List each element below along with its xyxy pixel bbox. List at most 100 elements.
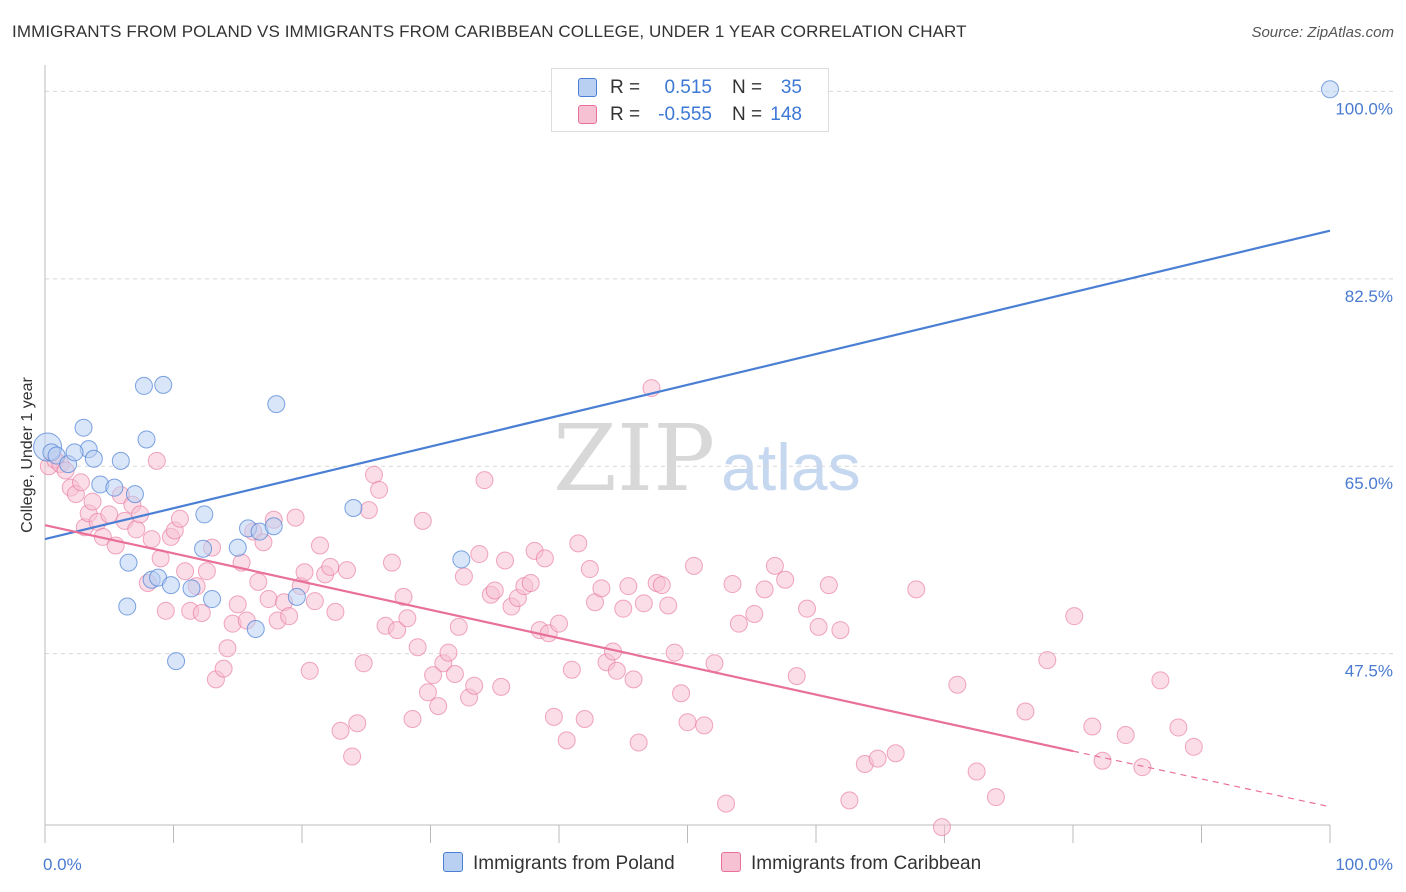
caribbean-point bbox=[326, 602, 345, 621]
caribbean-point bbox=[695, 716, 714, 735]
poland-point bbox=[118, 597, 137, 616]
caribbean-point bbox=[948, 675, 967, 694]
poland-point bbox=[203, 590, 222, 609]
correlation-legend: R = 0.515 N = 35 R = -0.555 N = 148 bbox=[551, 68, 829, 132]
caribbean-point bbox=[127, 520, 146, 539]
caribbean-point bbox=[684, 556, 703, 575]
caribbean-point bbox=[470, 545, 489, 564]
caribbean-point bbox=[388, 621, 407, 640]
poland-point bbox=[119, 553, 138, 572]
caribbean-point bbox=[557, 731, 576, 750]
poland-point bbox=[246, 620, 265, 639]
caribbean-point bbox=[305, 592, 324, 611]
caribbean-point bbox=[1133, 758, 1152, 777]
chart-title: IMMIGRANTS FROM POLAND VS IMMIGRANTS FRO… bbox=[12, 22, 967, 41]
caribbean-point bbox=[1083, 717, 1102, 736]
poland-point bbox=[228, 538, 247, 557]
poland-point bbox=[134, 376, 153, 395]
caribbean-point bbox=[614, 599, 633, 618]
caribbean-point bbox=[331, 721, 350, 740]
legend-item-caribbean[interactable]: Immigrants from Caribbean bbox=[721, 852, 981, 875]
poland-point bbox=[74, 418, 93, 437]
caribbean-point bbox=[672, 684, 691, 703]
caribbean-point bbox=[1116, 726, 1135, 745]
caribbean-point bbox=[280, 607, 299, 626]
y-tick-label: 100.0% bbox=[1335, 99, 1393, 118]
caribbean-point bbox=[809, 617, 828, 636]
legend-n-value: 35 bbox=[780, 77, 802, 98]
caribbean-point bbox=[580, 560, 599, 579]
caribbean-point bbox=[967, 762, 986, 781]
caribbean-point bbox=[1093, 751, 1112, 770]
caribbean-point bbox=[652, 576, 671, 595]
poland-trend-line bbox=[44, 229, 1331, 541]
caribbean-point bbox=[445, 665, 464, 683]
caribbean-point bbox=[729, 614, 748, 633]
chart-source: Source: ZipAtlas.com bbox=[1251, 24, 1394, 41]
poland-point bbox=[125, 485, 144, 504]
poland-point bbox=[195, 505, 214, 524]
poland-point bbox=[344, 499, 363, 518]
caribbean-point bbox=[170, 509, 189, 528]
caribbean-point bbox=[840, 791, 859, 810]
caribbean-point bbox=[413, 511, 432, 530]
series-caribbean bbox=[39, 379, 1203, 837]
caribbean-point bbox=[370, 480, 389, 499]
legend-row-poland: R = 0.515 N = 35 bbox=[552, 74, 828, 100]
caribbean-point bbox=[1016, 702, 1035, 721]
caribbean-point bbox=[408, 638, 427, 657]
caribbean-point bbox=[723, 575, 742, 594]
caribbean-point bbox=[544, 707, 563, 726]
caribbean-point bbox=[607, 661, 626, 680]
caribbean-point bbox=[71, 473, 90, 492]
caribbean-point bbox=[492, 677, 511, 696]
caribbean-point bbox=[364, 465, 383, 484]
watermark-zip: ZIP bbox=[553, 405, 716, 512]
caribbean-point bbox=[228, 595, 247, 614]
caribbean-point bbox=[624, 670, 643, 689]
poland-swatch bbox=[443, 852, 463, 872]
caribbean-point bbox=[755, 580, 774, 599]
caribbean-point bbox=[629, 733, 648, 752]
caribbean-point bbox=[550, 614, 568, 633]
poland-point bbox=[154, 375, 173, 394]
caribbean-point bbox=[569, 534, 588, 553]
caribbean-point bbox=[592, 579, 611, 598]
watermark-atlas: atlas bbox=[721, 430, 861, 504]
x-tick-label: 100.0% bbox=[1335, 855, 1393, 874]
poland-point bbox=[452, 550, 471, 569]
caribbean-point bbox=[176, 562, 195, 581]
caribbean-point bbox=[798, 599, 817, 618]
caribbean-trend-line bbox=[44, 524, 1074, 753]
poland-point bbox=[137, 430, 156, 449]
caribbean-swatch bbox=[721, 852, 741, 872]
poland-point bbox=[167, 652, 186, 671]
caribbean-point bbox=[382, 553, 401, 572]
caribbean-point bbox=[295, 563, 314, 582]
poland-point bbox=[161, 576, 180, 595]
caribbean-point bbox=[192, 603, 211, 622]
watermark: ZIPatlas bbox=[553, 405, 861, 512]
caribbean-point bbox=[745, 605, 764, 624]
legend-r-label: R = bbox=[610, 104, 641, 125]
caribbean-point bbox=[485, 581, 504, 600]
caribbean-point bbox=[705, 654, 724, 673]
caribbean-point bbox=[717, 794, 736, 813]
legend-label-poland: Immigrants from Poland bbox=[473, 853, 675, 874]
caribbean-point bbox=[343, 747, 362, 766]
legend-item-poland[interactable]: Immigrants from Poland bbox=[443, 852, 675, 875]
caribbean-point bbox=[1169, 718, 1188, 737]
caribbean-point bbox=[424, 666, 443, 685]
x-tick-label: 0.0% bbox=[43, 855, 82, 874]
y-tick-label: 47.5% bbox=[1345, 662, 1393, 681]
caribbean-point bbox=[83, 492, 102, 511]
caribbean-point bbox=[575, 709, 594, 728]
poland-swatch bbox=[578, 78, 597, 97]
caribbean-swatch bbox=[578, 105, 597, 124]
caribbean-point bbox=[1151, 671, 1170, 690]
poland-point bbox=[84, 449, 103, 468]
caribbean-point bbox=[496, 551, 515, 570]
caribbean-point bbox=[394, 587, 413, 606]
caribbean-point bbox=[348, 714, 367, 733]
caribbean-trend-extension bbox=[1072, 750, 1331, 808]
